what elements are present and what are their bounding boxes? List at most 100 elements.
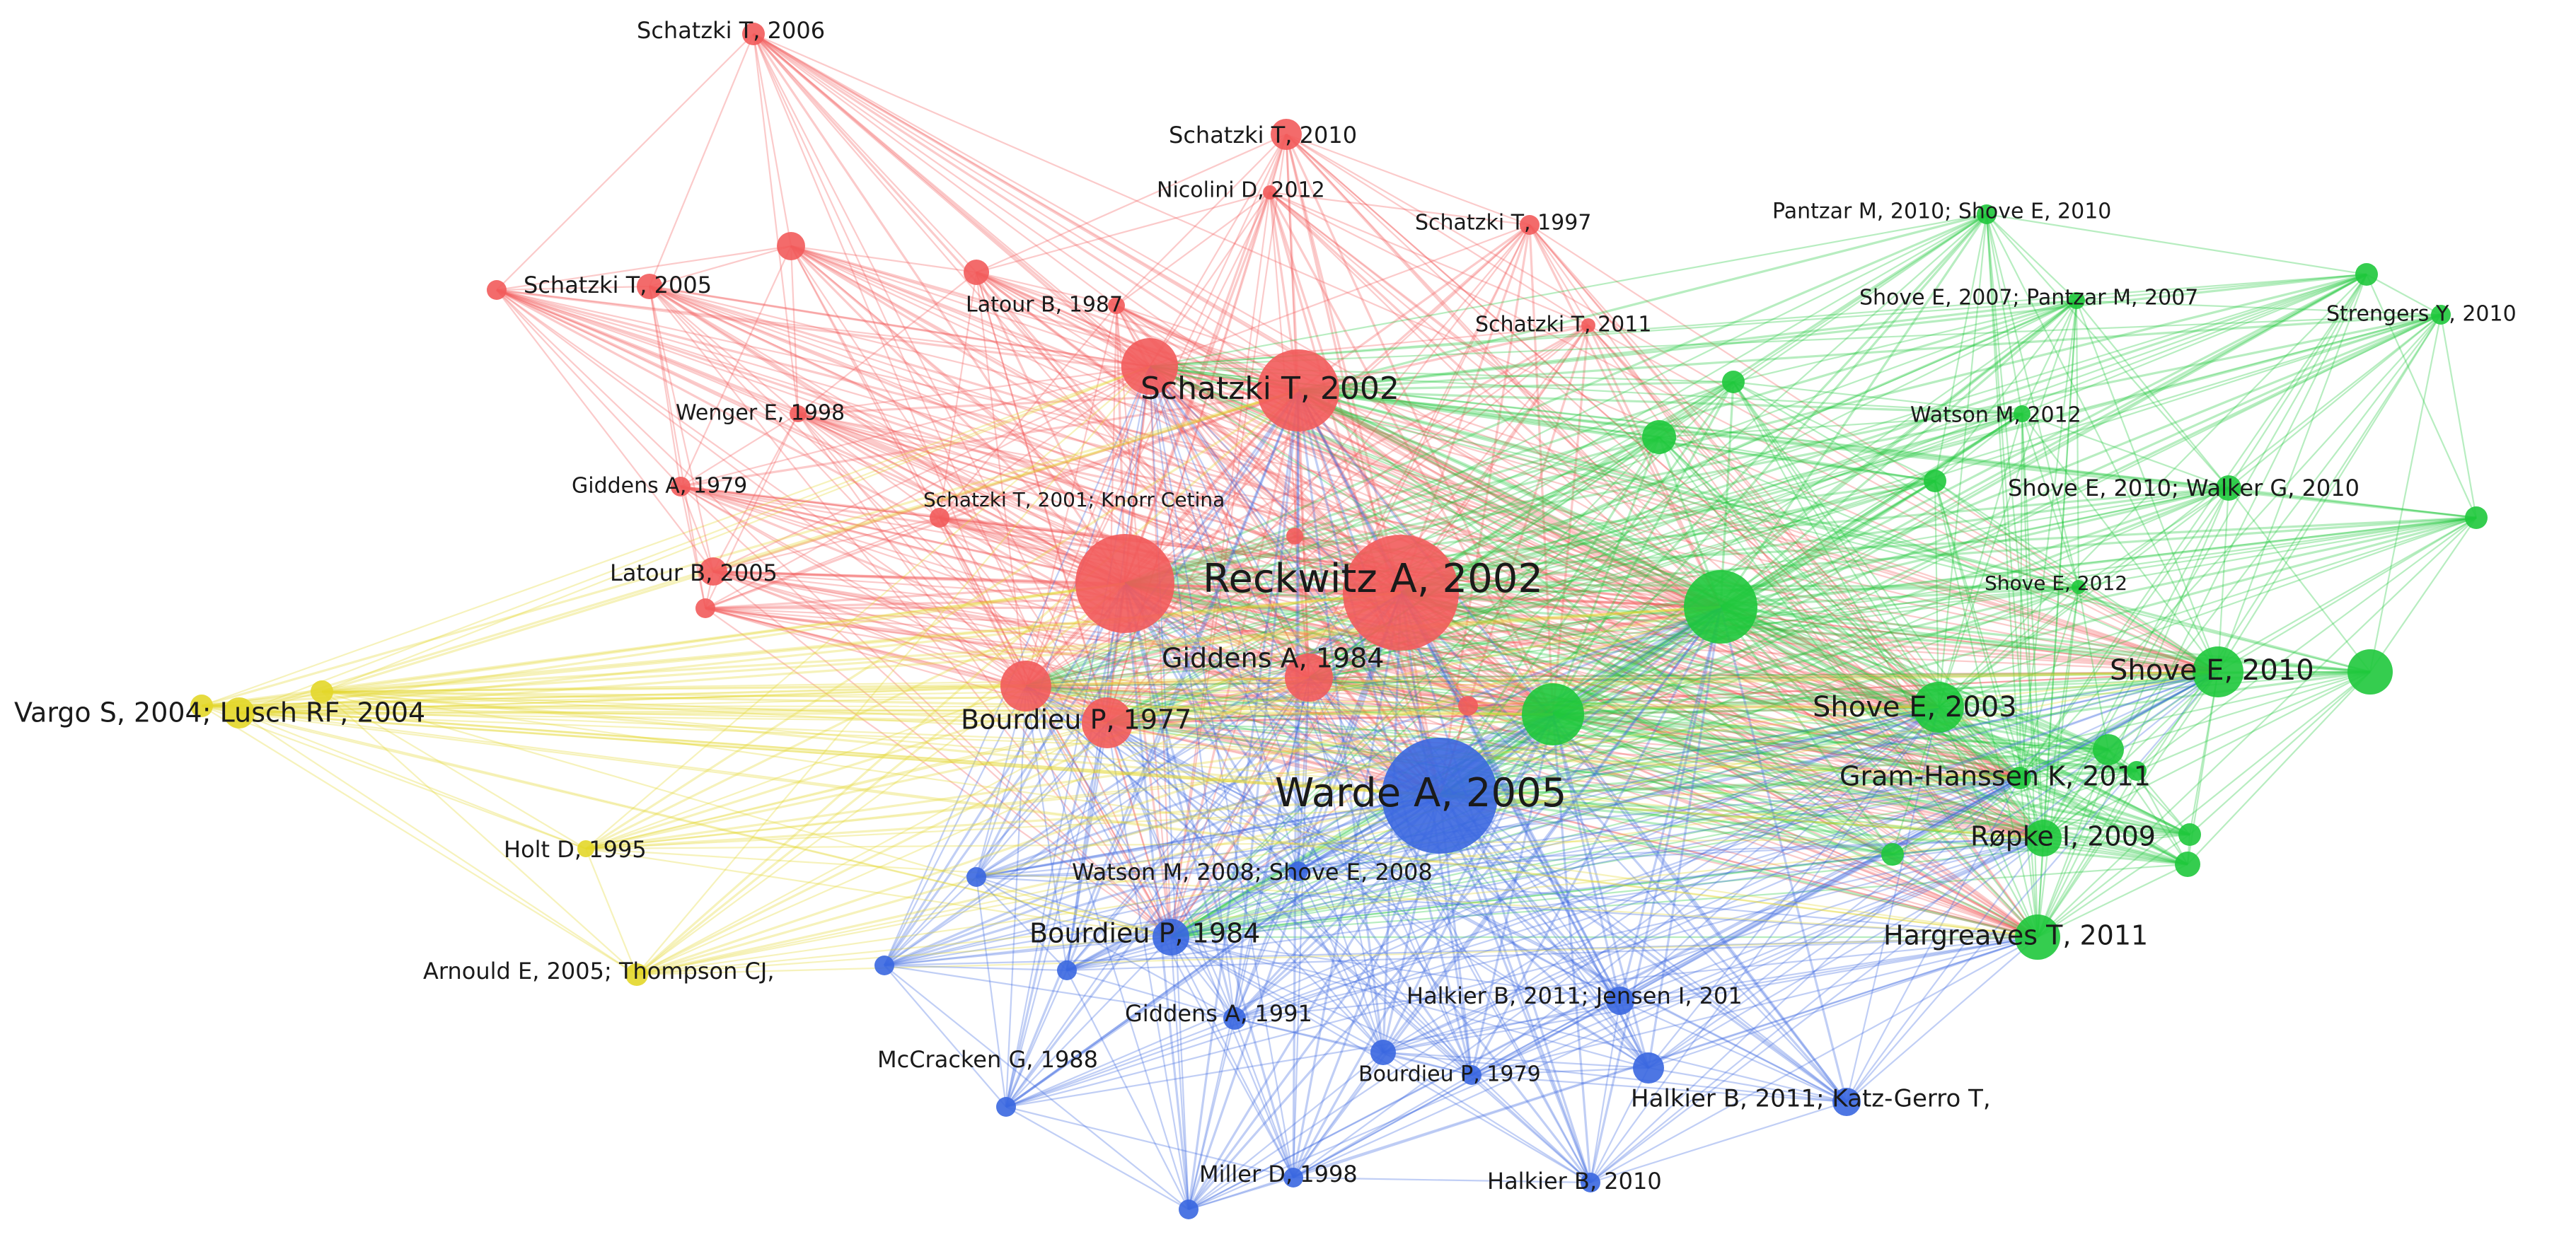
node-r18[interactable] [777, 232, 805, 260]
node-b10[interactable] [1581, 1173, 1600, 1192]
edge-r5-r16 [752, 33, 1126, 584]
node-b14[interactable] [1370, 1040, 1396, 1065]
node-r13[interactable] [671, 477, 691, 496]
node-r15[interactable] [699, 557, 727, 586]
node-g12[interactable] [1684, 570, 1757, 644]
node-r22[interactable] [695, 598, 715, 618]
node-r7[interactable] [1263, 185, 1277, 199]
node-g3[interactable] [2431, 305, 2451, 325]
node-b15[interactable] [1633, 1052, 1664, 1084]
node-r23[interactable] [1286, 528, 1303, 545]
node-g17[interactable] [2347, 649, 2393, 695]
node-g21[interactable] [2093, 734, 2124, 765]
node-b9[interactable] [1283, 1168, 1303, 1187]
edge-b12-r3 [884, 677, 1310, 966]
edge-g4-g9 [2018, 413, 2023, 779]
node-r11[interactable] [1581, 318, 1595, 332]
node-g13[interactable] [1522, 683, 1584, 745]
node-r19[interactable] [964, 260, 989, 285]
node-g24[interactable] [2178, 823, 2201, 846]
edge-b8-r17 [1149, 366, 1847, 1103]
edge-r3-r17 [1149, 366, 1310, 678]
edge-r12-r15 [712, 413, 799, 572]
node-g8[interactable] [1913, 682, 1964, 733]
edge-y1-g12 [238, 605, 1721, 714]
edge-g18-g4 [2021, 273, 2367, 415]
node-g19[interactable] [2465, 506, 2488, 529]
node-r16[interactable] [1075, 534, 1174, 633]
node-g1[interactable] [1977, 204, 1997, 224]
edge-r5-r10 [753, 33, 1117, 306]
node-g15[interactable] [1722, 371, 1745, 393]
node-b1[interactable] [1382, 738, 1498, 854]
node-g20[interactable] [2175, 852, 2200, 877]
node-b11[interactable] [966, 867, 986, 887]
edge-b4-r17 [1148, 366, 1236, 1019]
node-y1[interactable] [224, 697, 255, 728]
edge-y4-r21 [321, 685, 1027, 693]
node-r14[interactable] [930, 508, 949, 528]
node-g11[interactable] [2015, 914, 2060, 960]
node-y3[interactable] [625, 963, 648, 986]
node-r1[interactable] [1343, 535, 1459, 651]
node-r20[interactable] [487, 280, 507, 300]
node-b3[interactable] [1153, 919, 1189, 956]
node-g23[interactable] [1881, 843, 1904, 866]
node-y2[interactable] [577, 840, 594, 857]
node-y5[interactable] [190, 695, 213, 717]
edge-b4-g10 [1234, 837, 2044, 1020]
node-b2[interactable] [1288, 861, 1308, 881]
edge-r15-r17 [712, 366, 1150, 572]
node-b5[interactable] [1606, 987, 1634, 1015]
edge-r15-g7 [712, 570, 2219, 673]
node-g6[interactable] [2072, 580, 2086, 594]
node-r5[interactable] [742, 23, 765, 45]
node-b8[interactable] [1832, 1088, 1861, 1116]
node-g14[interactable] [1642, 420, 1676, 454]
edge-g16-r2 [1298, 389, 1936, 482]
node-r21[interactable] [1000, 661, 1051, 712]
edge-r15-g11 [712, 570, 2038, 939]
node-g10[interactable] [2025, 820, 2062, 856]
node-b16[interactable] [1179, 1200, 1199, 1219]
edge-r12-g11 [797, 412, 2038, 939]
edge-y4-r16 [321, 582, 1126, 693]
node-r9[interactable] [637, 274, 662, 299]
edge-r11-g7 [1588, 325, 2219, 673]
edge-b9-g11 [1293, 936, 2038, 1179]
node-g2[interactable] [2068, 292, 2085, 309]
edge-b4-b9 [1233, 1018, 1295, 1178]
edge-b15-b14 [1382, 1051, 1649, 1069]
node-r3[interactable] [1285, 654, 1333, 702]
node-r12[interactable] [790, 405, 807, 422]
edge-b15-r3 [1308, 677, 1649, 1069]
node-r6[interactable] [1271, 119, 1302, 150]
node-g18[interactable] [2355, 263, 2378, 286]
node-b4[interactable] [1223, 1007, 1246, 1030]
node-b6[interactable] [996, 1097, 1016, 1117]
edge-r2-r21 [1024, 389, 1300, 687]
edge-b11-g7 [976, 670, 2219, 878]
node-g5[interactable] [2216, 475, 2241, 501]
node-b7[interactable] [1462, 1065, 1482, 1085]
edge-g2-b3 [1170, 300, 2077, 938]
node-y4[interactable] [311, 680, 333, 703]
node-r10[interactable] [1108, 297, 1125, 314]
node-r17[interactable] [1121, 338, 1178, 395]
node-g9[interactable] [2009, 767, 2031, 789]
node-r8[interactable] [1520, 215, 1540, 235]
edge-g3-g7 [2217, 314, 2442, 673]
node-r24[interactable] [1458, 696, 1478, 716]
node-r4[interactable] [1082, 697, 1133, 748]
node-g16[interactable] [1924, 470, 1946, 492]
node-label-r14: Schatzki T, 2001; Knorr Cetina [923, 488, 1225, 511]
node-g4[interactable] [2014, 405, 2031, 422]
node-b13[interactable] [1057, 960, 1077, 980]
edge-b8-b15 [1648, 1067, 1847, 1103]
node-b12[interactable] [874, 956, 894, 975]
edge-b7-r2 [1297, 390, 1473, 1076]
edge-b10-g9 [1590, 777, 2021, 1183]
node-g7[interactable] [2193, 646, 2243, 697]
node-r2[interactable] [1257, 349, 1339, 431]
node-g22[interactable] [2127, 761, 2147, 781]
